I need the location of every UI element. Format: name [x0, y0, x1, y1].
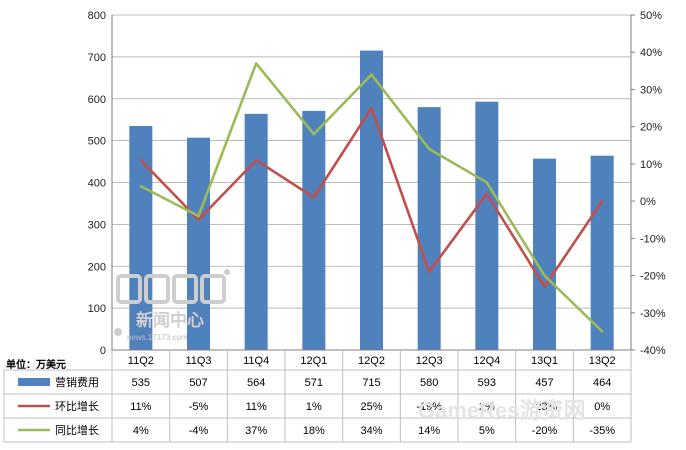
line-point — [139, 158, 143, 162]
data-label: 593 — [478, 377, 496, 389]
data-label: -20% — [532, 425, 558, 437]
left-tick-label: 700 — [88, 52, 106, 64]
line-point — [370, 73, 373, 76]
left-tick-label: 100 — [88, 303, 106, 315]
data-label: -5% — [189, 401, 209, 413]
data-label: 571 — [305, 377, 323, 389]
right-tick-label: 20% — [640, 122, 662, 134]
line-point — [312, 196, 316, 199]
bar — [533, 158, 556, 350]
category-label: 12Q4 — [473, 355, 500, 367]
left-tick-label: 800 — [88, 10, 106, 22]
line-point — [197, 214, 200, 218]
line-point — [254, 158, 258, 162]
line-point — [427, 147, 431, 151]
category-label: 12Q1 — [300, 355, 327, 367]
data-label: 507 — [189, 377, 207, 389]
legend-label: 同比增长 — [55, 423, 99, 437]
unit-label: 单位：万美元 — [6, 358, 66, 371]
right-tick-label: -10% — [640, 233, 666, 245]
data-label: 2% — [479, 401, 495, 413]
right-tick-label: 40% — [640, 47, 662, 59]
axes — [111, 14, 635, 351]
data-label: 564 — [247, 377, 265, 389]
line-point — [197, 218, 200, 221]
data-table: 营销费用 535 507 564 571 715 580 593 457 464 环比增长 11% -5… — [3, 369, 632, 443]
right-tick-label: 50% — [640, 10, 662, 22]
data-label: 4% — [133, 425, 149, 437]
data-label: 535 — [132, 377, 150, 389]
bar — [590, 155, 614, 350]
line-point — [543, 274, 546, 277]
data-label: 457 — [535, 377, 553, 389]
category-labels: 11Q2 11Q3 11Q4 12Q1 12Q2 12Q3 12Q4 13Q1 13Q2 — [111, 350, 632, 370]
logo-text: 新闻中心 — [136, 310, 204, 330]
data-label: 11% — [246, 401, 267, 413]
logo-mark-icon — [114, 269, 230, 336]
right-tick-label: 30% — [640, 84, 662, 96]
line-series — [139, 62, 604, 333]
line-point — [370, 106, 373, 110]
data-label: 0% — [594, 401, 610, 413]
data-label: -19% — [416, 401, 442, 413]
left-tick-label: 200 — [88, 261, 106, 273]
line-point — [543, 285, 546, 288]
legend-swatch — [18, 378, 50, 386]
data-label: 18% — [303, 425, 325, 437]
bar-series — [129, 50, 614, 351]
data-label: -4% — [189, 425, 209, 437]
left-tick-label: 300 — [88, 219, 106, 231]
category-label: 11Q2 — [128, 355, 154, 367]
line-point — [485, 192, 489, 195]
category-label: 12Q2 — [358, 355, 385, 367]
bar — [360, 50, 383, 350]
data-label: 34% — [360, 425, 382, 437]
line-point — [600, 199, 604, 203]
corner-watermark: GameRes游资网 — [418, 398, 586, 423]
left-tick-label: 0 — [100, 345, 106, 357]
category-label: 11Q4 — [243, 355, 269, 367]
right-tick-label: -20% — [640, 271, 666, 283]
legend-label: 营销费用 — [55, 375, 99, 389]
right-tick-label: -40% — [640, 345, 666, 357]
left-tick-label: 400 — [88, 178, 106, 190]
right-tick-label: 10% — [640, 159, 662, 171]
data-label: 25% — [360, 401, 382, 413]
legend-label: 环比增长 — [55, 399, 99, 413]
category-label: 13Q2 — [589, 355, 616, 367]
bar — [475, 101, 499, 351]
category-label: 11Q3 — [185, 355, 211, 367]
line-point — [600, 330, 604, 333]
left-tick-label: 600 — [88, 94, 106, 106]
data-label: 580 — [420, 377, 438, 389]
data-label: -23% — [532, 401, 558, 413]
bar — [244, 113, 268, 350]
data-label: 464 — [593, 377, 611, 389]
data-label: 715 — [362, 377, 380, 389]
line-point — [254, 62, 258, 65]
left-tick-label: 500 — [88, 136, 106, 148]
bar — [187, 137, 210, 350]
right-axis-tick-labels: -40% -30% -20% -10% 0% 10% 20% 30% 40% 50% — [640, 10, 666, 357]
bar — [302, 110, 326, 350]
line-point — [312, 132, 316, 136]
logo-url: news.17173.com — [127, 333, 188, 342]
data-label: 11% — [130, 401, 151, 413]
line-point — [139, 185, 143, 188]
line-point — [485, 181, 489, 184]
data-label: -35% — [589, 425, 615, 437]
data-label: 5% — [479, 425, 495, 437]
line-point — [427, 270, 431, 274]
data-label: 1% — [306, 401, 322, 413]
bar — [417, 107, 441, 350]
right-tick-label: -30% — [640, 308, 666, 320]
data-label: 14% — [418, 425, 440, 437]
data-label: 37% — [245, 425, 267, 437]
news-logo-watermark: 新闻中心 news.17173.com — [114, 269, 230, 342]
category-label: 13Q1 — [531, 355, 558, 367]
right-tick-label: 0% — [640, 196, 656, 208]
left-axis-tick-labels: 0 100 200 300 400 500 600 700 800 — [88, 10, 106, 357]
category-label: 12Q3 — [416, 355, 443, 367]
